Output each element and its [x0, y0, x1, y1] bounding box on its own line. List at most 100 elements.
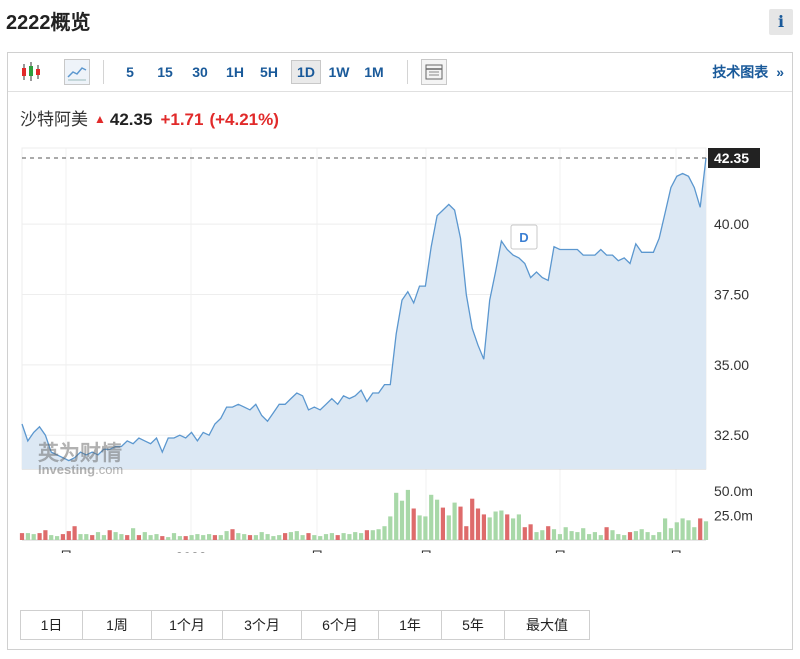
volume-bar	[189, 535, 194, 540]
volume-axis: 25.0m 50.0m	[714, 483, 753, 524]
volume-bar	[72, 526, 77, 540]
volume-bar	[394, 492, 399, 540]
volume-bar	[604, 527, 609, 540]
time-tick-label: 月	[553, 549, 567, 553]
range-max[interactable]: 最大值	[526, 617, 568, 633]
volume-bar	[218, 535, 223, 540]
volume-bar	[534, 532, 539, 540]
volume-bar	[277, 535, 282, 540]
range-3m[interactable]: 3个月	[223, 611, 302, 639]
volume-bar	[19, 533, 25, 540]
page-title: 2222概览	[6, 12, 91, 34]
time-tick-label: 月	[59, 549, 73, 553]
event-marker[interactable]: D	[510, 224, 538, 250]
time-tick-label: 月	[669, 549, 683, 553]
chart-panel: 5 15 30 1H 5H 1D 1W 1M 技术图表 » 沙特阿美 ▲ 42.35…	[7, 52, 793, 650]
volume-bar	[470, 498, 475, 540]
volume-tick-label: 25.0m	[714, 507, 753, 523]
volume-bar	[452, 502, 457, 540]
time-tick-label: 月	[419, 549, 433, 553]
volume-bar	[148, 535, 153, 540]
price-change: +1.71	[160, 110, 204, 129]
time-tick-label: 月	[310, 549, 324, 553]
volume-bar	[154, 534, 159, 540]
volume-bar	[131, 528, 136, 540]
volume-bar	[177, 536, 182, 540]
volume-bar	[499, 510, 504, 540]
line-chart-icon[interactable]	[64, 59, 90, 85]
range-1d[interactable]: 1日	[21, 611, 83, 639]
volume-bar	[107, 530, 112, 540]
price-tick-label: 32.50	[714, 427, 749, 443]
volume-bar	[306, 533, 311, 540]
volume-bar	[55, 536, 60, 540]
volume-bar	[440, 507, 445, 540]
volume-bar	[633, 531, 638, 540]
interval-1m[interactable]: 1M	[364, 64, 384, 80]
watermark-cn: 英为财情	[38, 441, 122, 465]
tech-chart-link[interactable]: 技术图表 »	[712, 62, 784, 82]
range-1w[interactable]: 1周	[83, 611, 152, 639]
volume-bar	[341, 533, 346, 540]
interval-1h[interactable]: 1H	[226, 64, 244, 80]
volume-bar	[622, 535, 627, 540]
volume-bar	[668, 528, 673, 540]
interval-1w[interactable]: 1W	[328, 64, 350, 80]
tech-chart-arrow-icon: »	[776, 64, 784, 80]
range-6m[interactable]: 6个月	[302, 611, 379, 639]
range-5y[interactable]: 5年	[442, 611, 505, 639]
volume-bar	[49, 535, 54, 540]
volume-bar	[43, 530, 48, 540]
info-button[interactable]: i	[769, 9, 793, 35]
volume-bar	[680, 518, 685, 540]
volume-bar	[639, 529, 644, 540]
volume-bar	[242, 534, 247, 540]
volume-bar	[581, 528, 586, 540]
volume-bar	[318, 536, 323, 540]
last-price-badge: 42.35	[708, 148, 760, 168]
volume-bar	[142, 532, 147, 540]
interval-30[interactable]: 30	[192, 64, 208, 80]
volume-bar	[686, 520, 691, 540]
volume-bar	[627, 532, 633, 540]
volume-bar	[429, 494, 434, 540]
volume-bar	[288, 532, 293, 540]
volume-bar	[703, 521, 709, 540]
volume-bar	[84, 534, 89, 540]
volume-bar	[271, 536, 276, 540]
volume-bar	[359, 533, 364, 540]
toolbar-divider	[407, 60, 408, 84]
tech-chart-label: 技术图表	[712, 64, 769, 80]
quote-header: 沙特阿美 ▲ 42.35 +1.71 (+4.21%)	[20, 105, 279, 130]
range-1y[interactable]: 1年	[379, 611, 442, 639]
volume-bar	[201, 535, 206, 540]
volume-bar	[353, 532, 358, 540]
range-1m[interactable]: 1个月	[152, 611, 223, 639]
interval-5[interactable]: 5	[126, 64, 134, 80]
price-tick-label: 35.00	[714, 357, 749, 373]
chart-toolbar: 5 15 30 1H 5H 1D 1W 1M 技术图表 »	[8, 53, 792, 92]
interval-1d[interactable]: 1D	[291, 60, 321, 84]
volume-bar	[166, 537, 171, 540]
volume-bar	[464, 526, 469, 540]
volume-bar	[569, 531, 574, 540]
volume-bar	[265, 534, 270, 540]
volume-bar	[592, 532, 597, 540]
time-axis: 月 2022 月 月 月 月	[59, 549, 683, 553]
volume-bar	[674, 522, 679, 540]
volume-bar	[505, 514, 510, 540]
volume-bar	[563, 527, 568, 540]
candlestick-icon[interactable]	[18, 59, 44, 85]
price-change-percent: (+4.21%)	[209, 110, 279, 129]
interval-5h[interactable]: 5H	[260, 64, 278, 80]
table-icon[interactable]	[421, 59, 447, 85]
volume-bar	[651, 535, 656, 540]
volume-bar	[90, 535, 95, 540]
volume-bar	[230, 529, 235, 540]
volume-bar	[364, 530, 369, 540]
volume-bar	[37, 533, 42, 540]
volume-bar	[522, 527, 527, 540]
volume-bar	[458, 506, 463, 540]
interval-15[interactable]: 15	[157, 64, 173, 80]
